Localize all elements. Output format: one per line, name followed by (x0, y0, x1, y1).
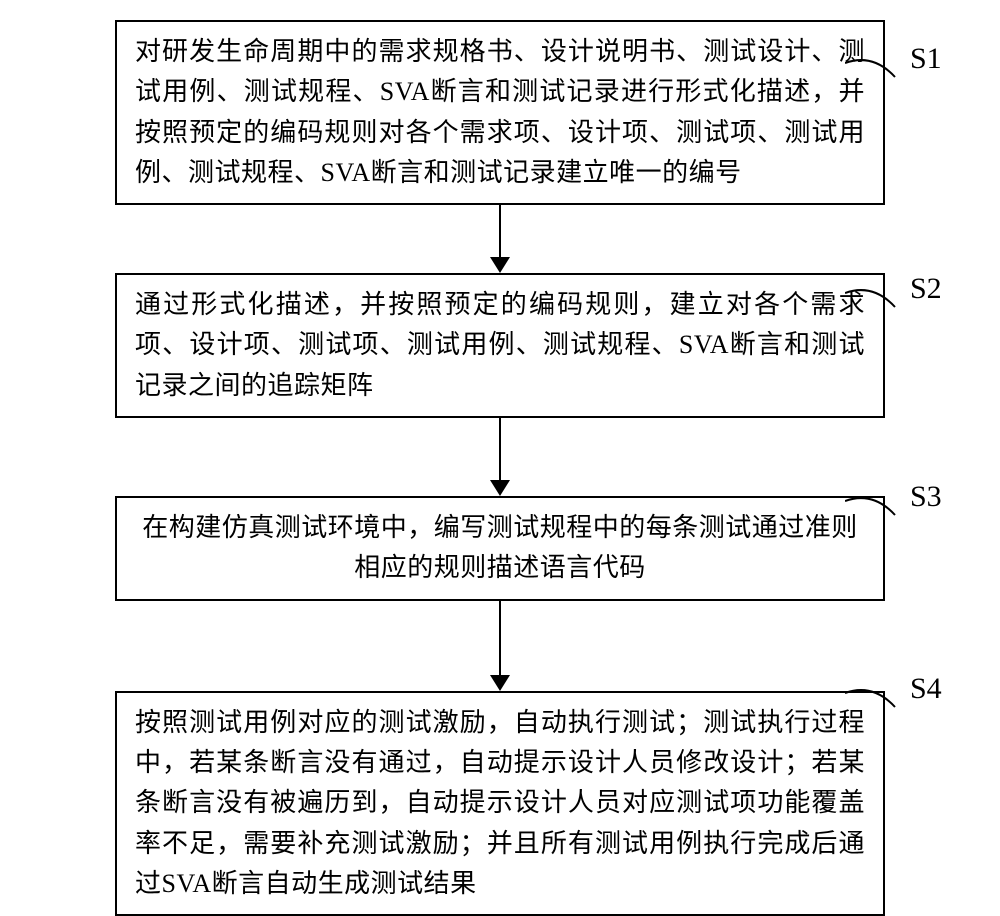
step-box-s2: 通过形式化描述，并按照预定的编码规则，建立对各个需求项、设计项、测试项、测试用例… (115, 273, 885, 418)
connector-line (499, 418, 501, 480)
connector-arrow (490, 480, 510, 496)
step-label-s4: S4 (910, 672, 942, 706)
step-text-s1: 对研发生命周期中的需求规格书、设计说明书、测试设计、测试用例、测试规程、SVA断… (135, 37, 865, 187)
connector-s3-s4 (490, 601, 510, 691)
step-box-s1: 对研发生命周期中的需求规格书、设计说明书、测试设计、测试用例、测试规程、SVA断… (115, 20, 885, 205)
step-box-s4: 按照测试用例对应的测试激励，自动执行测试；测试执行过程中，若某条断言没有通过，自… (115, 691, 885, 916)
step-text-s4: 按照测试用例对应的测试激励，自动执行测试；测试执行过程中，若某条断言没有通过，自… (135, 708, 865, 898)
step-text-s3: 在构建仿真测试环境中，编写测试规程中的每条测试通过准则相应的规则描述语言代码 (142, 513, 858, 582)
connector-s2-s3 (490, 418, 510, 496)
step-row-s1: 对研发生命周期中的需求规格书、设计说明书、测试设计、测试用例、测试规程、SVA断… (0, 20, 1000, 205)
connector-s1-s2 (490, 205, 510, 273)
step-row-s4: 按照测试用例对应的测试激励，自动执行测试；测试执行过程中，若某条断言没有通过，自… (0, 691, 1000, 916)
step-label-s2: S2 (910, 272, 942, 306)
step-text-s2: 通过形式化描述，并按照预定的编码规则，建立对各个需求项、设计项、测试项、测试用例… (135, 290, 865, 400)
step-label-s1: S1 (910, 42, 942, 76)
label-curve-s1 (845, 55, 900, 85)
step-label-s3: S3 (910, 480, 942, 514)
connector-arrow (490, 675, 510, 691)
label-curve-s2 (845, 285, 900, 315)
flowchart-container: 对研发生命周期中的需求规格书、设计说明书、测试设计、测试用例、测试规程、SVA断… (0, 20, 1000, 916)
connector-line (499, 205, 501, 257)
connector-line (499, 601, 501, 675)
label-curve-s3 (845, 493, 900, 523)
connector-arrow (490, 257, 510, 273)
step-box-s3: 在构建仿真测试环境中，编写测试规程中的每条测试通过准则相应的规则描述语言代码 (115, 496, 885, 601)
label-curve-s4 (845, 685, 900, 715)
